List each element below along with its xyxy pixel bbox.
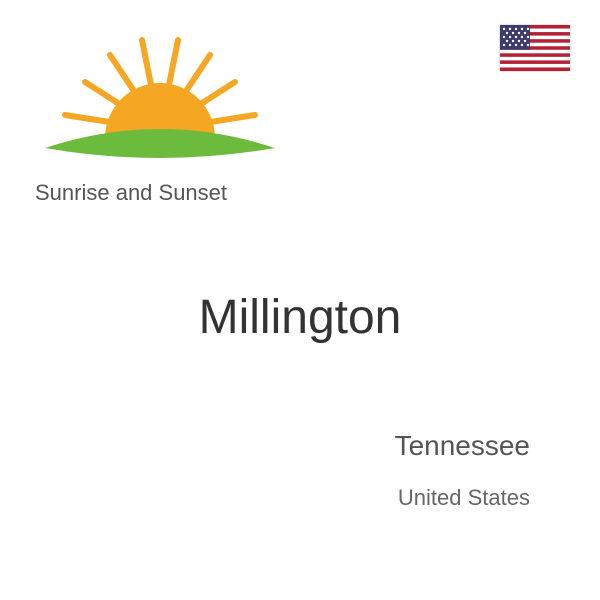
us-flag-icon <box>500 25 570 71</box>
city-name: Millington <box>0 290 600 345</box>
country-name: United States <box>398 485 530 511</box>
card-container: Sunrise and Sunset Millington Tennessee … <box>0 0 600 600</box>
logo-area <box>30 20 290 185</box>
sunrise-icon <box>30 20 290 180</box>
region-name: Tennessee <box>395 430 530 462</box>
site-name: Sunrise and Sunset <box>35 180 227 206</box>
